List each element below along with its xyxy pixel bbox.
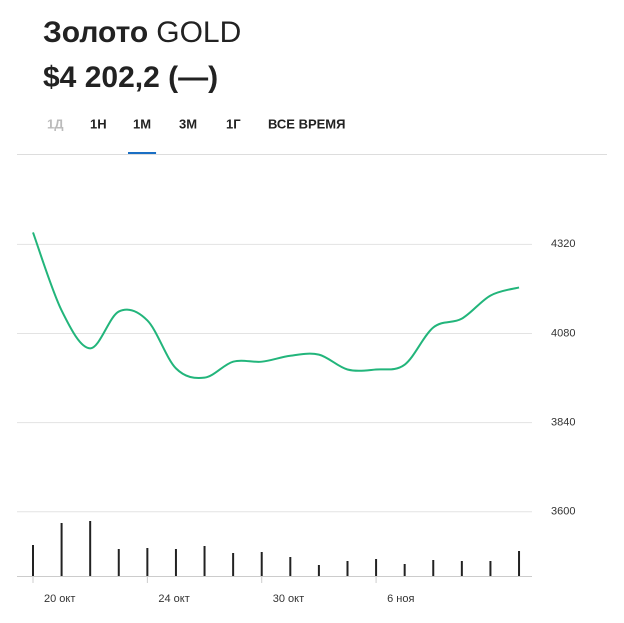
price-line [32, 232, 520, 380]
tab[interactable]: 1М [133, 116, 151, 131]
tabs: 1Д 1Н 1М 3М 1Г ВСЕ ВРЕМЯ [47, 116, 345, 155]
y-tick-label: 3840 [551, 417, 575, 429]
title: Золото GOLD [43, 16, 241, 49]
x-tick-label: 24 окт [158, 593, 189, 605]
y-tick-label: 4320 [551, 238, 575, 250]
y-tick-label: 4080 [551, 327, 575, 339]
tab[interactable]: 1Г [226, 116, 241, 131]
title-name: Золото [43, 16, 148, 49]
ticker: GOLD [156, 16, 241, 49]
tab[interactable]: 3М [179, 116, 197, 131]
y-tick-label: 3600 [551, 506, 575, 518]
price: $4 202,2 (—) [43, 61, 218, 94]
tab[interactable]: ВСЕ ВРЕМЯ [268, 116, 345, 131]
tab[interactable]: 1Д [47, 116, 64, 131]
x-tick-label: 30 окт [273, 593, 304, 605]
active-tab-underline [128, 152, 157, 155]
tab[interactable]: 1Н [90, 116, 107, 131]
x-tick-label: 20 окт [44, 593, 75, 605]
plot: 3600 3840 4080 4320 20 окт 24 окт 30 окт 6 ноя [17, 232, 575, 605]
x-tick-label: 6 ноя [387, 593, 414, 605]
